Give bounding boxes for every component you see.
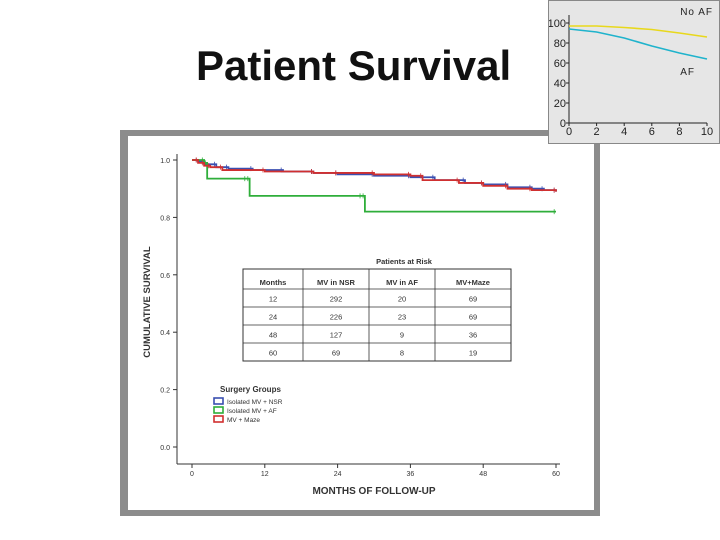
table-cell: 9 [400, 331, 404, 340]
inset-series-label-1: No AF [680, 7, 713, 18]
table-cell: 24 [269, 313, 277, 322]
table-header: MV+Maze [456, 278, 490, 287]
legend-entry-2: Isolated MV + AF [227, 408, 277, 415]
table-cell: 127 [330, 331, 343, 340]
inset-y-tick-label: 20 [554, 98, 566, 110]
table-cell: 69 [469, 295, 477, 304]
table-cell: 226 [330, 313, 343, 322]
table-cell: 12 [269, 295, 277, 304]
x-tick-label: 24 [334, 471, 342, 478]
legend-entry-1: Isolated MV + NSR [227, 399, 283, 406]
legend-entry-3: MV + Maze [227, 417, 260, 424]
inset-x-tick-label: 10 [701, 126, 713, 138]
table-border [242, 268, 512, 362]
inset-series-line-1 [569, 25, 708, 38]
legend-title: Surgery Groups [220, 385, 281, 394]
y-tick-label: 0.4 [160, 330, 170, 337]
table-cell: 36 [469, 331, 477, 340]
y-tick-label: 0.2 [160, 388, 170, 395]
x-tick-label: 60 [552, 471, 560, 478]
x-tick-label: 0 [190, 471, 194, 478]
inset-x-tick-label: 6 [649, 126, 655, 138]
inset-x-tick-label: 4 [621, 126, 627, 138]
series-line-3 [192, 159, 557, 192]
survival-chart-panel: 0.0 0.2 0.4 0.6 0.8 1.0 0 12 24 36 48 60 MONTHS OF F… [120, 130, 600, 516]
inset-chart: 0 20 40 60 80 100 0 2 4 6 8 10 No AF AF [549, 7, 713, 138]
inset-chart-panel: 0 20 40 60 80 100 0 2 4 6 8 10 No AF AF [548, 0, 720, 144]
survival-chart: 0.0 0.2 0.4 0.6 0.8 1.0 0 12 24 36 48 60 MONTHS OF F… [128, 136, 594, 510]
table-cell: 48 [269, 331, 277, 340]
legend-swatch-1 [213, 397, 224, 405]
inset-x-tick-label: 8 [676, 126, 682, 138]
y-tick-label: 0.8 [160, 215, 170, 222]
legend-swatch-2 [213, 406, 224, 414]
plot-background [128, 136, 594, 510]
inset-y-tick-label: 80 [554, 38, 566, 50]
inset-y-tick-label: 40 [554, 78, 566, 90]
table-title: Patients at Risk [376, 257, 433, 266]
table-cell: 19 [469, 349, 477, 358]
inset-series-line-2 [568, 28, 708, 60]
table-cell: 69 [469, 313, 477, 322]
table-cell: 8 [400, 349, 404, 358]
y-axis-label: CUMULATIVE SURVIVAL [142, 246, 153, 358]
inset-x-tick-label: 0 [566, 126, 572, 138]
table-header: MV in NSR [317, 278, 356, 287]
inset-x-tick-label: 2 [594, 126, 600, 138]
slide-title: Patient Survival [196, 42, 512, 89]
table-cell: 69 [332, 349, 340, 358]
x-tick-label: 48 [479, 471, 487, 478]
legend-swatch-3 [213, 415, 224, 423]
inset-y-tick-label: 100 [549, 18, 566, 30]
table-cell: 292 [330, 295, 343, 304]
y-tick-label: 1.0 [160, 158, 170, 165]
inset-series-label-2: AF [680, 67, 695, 78]
inset-y-tick-label: 0 [560, 118, 566, 130]
inset-y-tick-label: 60 [554, 58, 566, 70]
y-tick-label: 0.6 [160, 273, 170, 280]
x-axis-label: MONTHS OF FOLLOW-UP [312, 486, 435, 497]
x-tick-label: 12 [261, 471, 269, 478]
y-tick-label: 0.0 [160, 445, 170, 452]
table-header: MV in AF [386, 278, 418, 287]
table-cell: 20 [398, 295, 406, 304]
table-cell: 23 [398, 313, 406, 322]
table-cell: 60 [269, 349, 277, 358]
x-tick-label: 36 [407, 471, 415, 478]
table-header: Months [260, 278, 287, 287]
